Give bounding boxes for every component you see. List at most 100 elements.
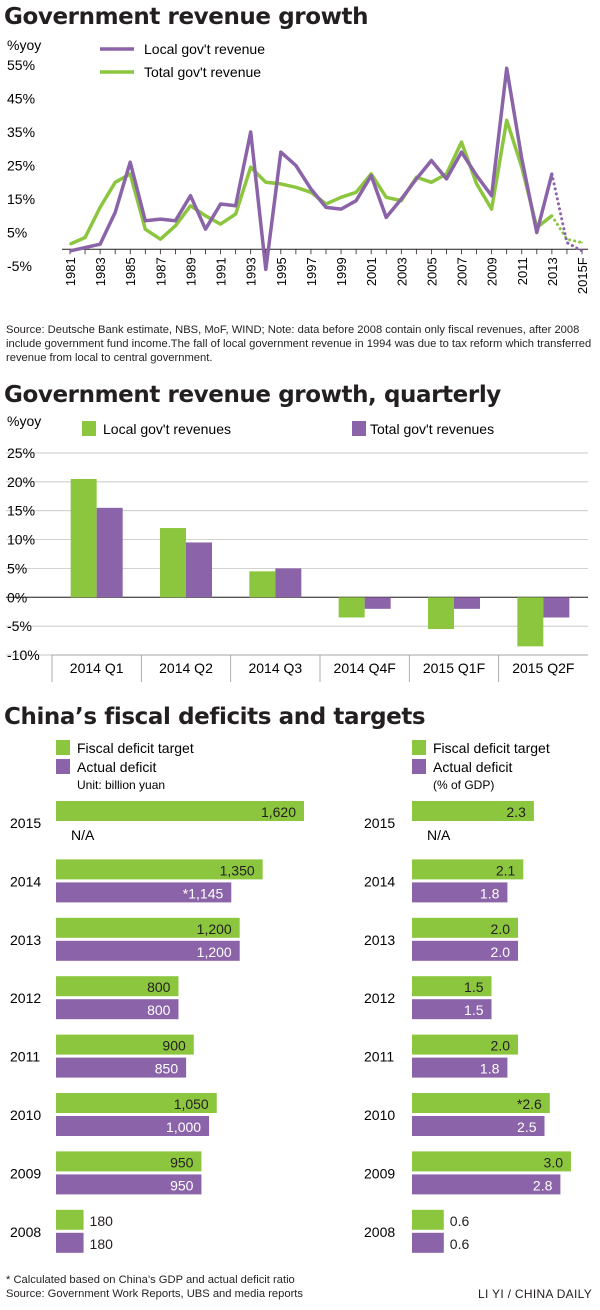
series-total-point [460, 141, 463, 143]
chart1-x-tick-label: 2007 [455, 257, 470, 286]
series-local-line [69, 66, 554, 272]
chart2-title: Government revenue growth, quarterly [4, 382, 501, 408]
series-total-point [295, 186, 297, 189]
yuan-actual-bar [56, 999, 179, 1020]
chart2-y-tick-label: 25% [7, 445, 35, 461]
gdp-year-label: 2012 [364, 990, 395, 1006]
credit: LI YI / CHINA DAILY [478, 1287, 592, 1301]
yuan-target-label: 1,350 [220, 862, 255, 878]
series-local-point [234, 204, 237, 207]
chart1-x-tick-label: 1991 [214, 257, 229, 286]
yuan-target-bar [56, 976, 179, 997]
series-total-point [174, 225, 177, 227]
yuan-target-bar [56, 917, 240, 938]
series-total-point [204, 215, 207, 217]
chart1-line-chart: %yoy 55% 45% 35% 25% 15% 5% -5% 1981 1983 1985 1987… [7, 37, 590, 294]
yuan-actual-label: *1,145 [183, 885, 224, 901]
gdp-actual-bar [412, 1232, 444, 1253]
chart1-title: Government revenue growth [4, 4, 369, 30]
bar-local-revenues [160, 528, 186, 598]
gdp-year-label: 2014 [364, 873, 395, 889]
gdp-legend-actual-swatch [412, 759, 426, 774]
series-total-point [445, 173, 448, 175]
gdp-actual-label: 2.0 [491, 944, 511, 960]
chart1-y-tick-label: 55% [7, 57, 35, 73]
gdp-actual-label: 1.8 [480, 1061, 500, 1077]
chart1-x-tick-label: 2005 [424, 257, 439, 286]
series-local-point [129, 161, 131, 163]
chart3-title: China’s fiscal deficits and targets [4, 704, 426, 730]
gdp-actual-label: 0.6 [450, 1236, 470, 1252]
legend-local-label: Local gov't revenue [144, 41, 265, 57]
bar-local-revenues [249, 571, 276, 598]
chart2-y-tick-label: 15% [7, 503, 35, 519]
gdp-target-label: 3.0 [544, 1154, 564, 1170]
yuan-year-label: 2015 [10, 815, 41, 831]
chart1-x-tick-label: 2001 [364, 257, 379, 286]
series-total-point [129, 173, 131, 175]
series-total-point [265, 181, 267, 184]
chart2-category-label: 2014 Q4F [334, 660, 396, 676]
chart1-y-tick-label: 25% [7, 158, 35, 174]
chart1-source-note: Source: Deutsche Bank estimate, NBS, MoF… [6, 324, 592, 364]
gdp-target-bar [412, 917, 518, 938]
yuan-legend-target-swatch [56, 740, 70, 755]
legend-total-label: Total gov't revenue [144, 64, 261, 80]
yuan-actual-label: 1,000 [166, 1119, 201, 1135]
gdp-target-label: 1.5 [464, 979, 484, 995]
gdp-unit-label: (% of GDP) [433, 778, 494, 792]
gdp-target-label: 0.6 [450, 1213, 470, 1229]
gdp-target-bar [412, 859, 524, 880]
yuan-year-label: 2010 [10, 1107, 41, 1123]
chart1-y-tick-label: 35% [7, 124, 35, 140]
gdp-actual-label: 1.5 [464, 1002, 484, 1018]
gdp-legend-target-label: Fiscal deficit target [433, 740, 550, 756]
series-total-point [159, 238, 162, 240]
series-total-point [551, 215, 553, 217]
chart1-y-tick-label: -5% [7, 258, 32, 274]
yuan-year-label: 2011 [10, 1049, 40, 1065]
gdp-year-label: 2010 [364, 1107, 395, 1123]
yuan-target-bar [56, 1151, 202, 1172]
series-local-point [219, 203, 222, 205]
yuan-target-label: 950 [170, 1154, 194, 1170]
gdp-legend-actual-label: Actual deficit [433, 759, 512, 775]
bar-total-revenues [364, 597, 391, 609]
chart2-category-label: 2015 Q2F [512, 660, 574, 676]
series-local-point [566, 241, 568, 244]
gdp-target-label: 2.0 [491, 1038, 511, 1054]
series-local-point [355, 199, 357, 202]
legend-local-revenues-swatch [82, 421, 96, 436]
series-local-point [159, 218, 162, 220]
yuan-legend-actual-swatch [56, 759, 70, 774]
series-total-point [475, 183, 478, 185]
yuan-target-bar [56, 1034, 194, 1055]
chart1-x-tick-label: 2015F [575, 257, 590, 294]
gdp-year-label: 2008 [364, 1224, 395, 1240]
legend-total-revenues-swatch [352, 421, 366, 436]
series-local-point [475, 174, 478, 177]
gdp-actual-label: N/A [427, 827, 451, 843]
gdp-year-label: 2013 [364, 932, 395, 948]
series-local-point [249, 131, 252, 133]
footer-notes: * Calculated based on China’s GDP and ac… [6, 1273, 303, 1301]
gdp-target-bar [412, 1093, 550, 1113]
gdp-year-label: 2015 [364, 815, 395, 831]
gdp-actual-label: 2.5 [517, 1119, 537, 1135]
chart1-x-tick-label: 1997 [304, 257, 319, 286]
series-total-point [581, 241, 583, 244]
series-total-point [249, 166, 252, 168]
yuan-actual-label: 1,200 [197, 944, 232, 960]
yuan-actual-label: 800 [147, 1002, 171, 1018]
series-local-point [430, 159, 433, 162]
gdp-actual-bar [412, 882, 508, 903]
bar-local-revenues [428, 597, 454, 630]
series-local-point [204, 228, 207, 230]
series-total-point [340, 196, 342, 199]
chart1-x-tick-label: 2009 [485, 257, 500, 286]
chart1-x-tick-label: 1989 [183, 257, 198, 286]
series-local-point [370, 174, 373, 177]
series-total-point [234, 213, 237, 215]
bar-local-revenues [517, 597, 544, 647]
